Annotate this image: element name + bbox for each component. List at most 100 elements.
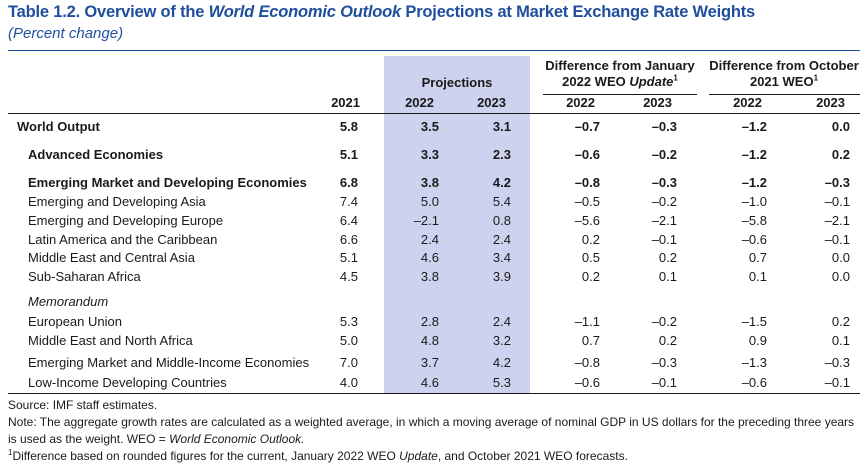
cell: 3.8 [420,269,439,284]
table-notes: Source: IMF staff estimates. Note: The a… [8,397,860,465]
cell: –0.3 [824,175,850,190]
row-label: Emerging and Developing Europe [28,213,224,228]
cell: 5.1 [339,147,358,162]
year-2022-oct: 2022 [733,95,762,110]
table-row: Emerging Market and Middle-Income Econom… [8,354,860,372]
cell: 2.4 [492,314,511,329]
header-rule [8,113,860,114]
cell: 5.3 [339,314,358,329]
cell: 7.0 [339,355,358,370]
cell: 6.8 [339,175,358,190]
year-2023-proj: 2023 [477,95,506,110]
table-row: Sub-Saharan Africa 4.5 3.8 3.9 0.2 0.1 0… [8,268,860,286]
year-2023-jan: 2023 [643,95,672,110]
cell: 6.4 [339,213,358,228]
cell: –0.8 [574,175,600,190]
cell: 4.2 [492,355,511,370]
cell: 0.2 [831,147,850,162]
cell: –2.1 [824,213,850,228]
bottom-rule [8,393,860,394]
weighting-note: Note: The aggregate growth rates are cal… [8,415,855,429]
table-row: Advanced Economies 5.1 3.3 2.3 –0.6 –0.2… [8,146,860,164]
cell: 0.0 [831,269,850,284]
row-label: Emerging Market and Developing Economies [28,175,307,190]
cell: –0.3 [651,175,677,190]
row-label: Low-Income Developing Countries [28,375,227,390]
cell: 2.8 [420,314,439,329]
row-label: European Union [28,314,122,329]
cell: 0.1 [831,333,850,348]
cell: –0.2 [651,314,677,329]
oct-diff-underline [709,94,860,95]
cell: –0.8 [574,355,600,370]
row-label: Latin America and the Caribbean [28,232,218,247]
cell: 2.4 [492,232,511,247]
projections-shade [384,56,530,393]
row-label: Middle East and Central Asia [28,250,195,265]
cell: 4.2 [492,175,511,190]
cell: –0.2 [651,194,677,209]
table-row: Emerging and Developing Asia 7.4 5.0 5.4… [8,193,860,211]
cell: 0.8 [492,213,511,228]
table-row: World Output 5.8 3.5 3.1 –0.7 –0.3 –1.2 … [8,118,860,136]
jan-diff-underline [543,94,697,95]
projections-header: Projections [421,75,493,90]
cell: 6.6 [339,232,358,247]
cell: –1.1 [574,314,600,329]
cell: 2.4 [420,232,439,247]
cell: –5.8 [741,213,767,228]
cell: 0.1 [748,269,767,284]
source-note: Source: IMF staff estimates. [8,398,158,412]
cell: 3.1 [492,119,511,134]
cell: 5.3 [492,375,511,390]
cell: 3.9 [492,269,511,284]
top-rule [8,50,860,51]
cell: 4.6 [420,375,439,390]
weighting-note-cont: is used as the weight. WEO = World Econo… [8,432,305,446]
cell: –1.2 [741,119,767,134]
cell: 3.3 [420,147,439,162]
cell: 5.4 [492,194,511,209]
table-row: Latin America and the Caribbean 6.6 2.4 … [8,231,860,249]
cell: –0.6 [741,375,767,390]
cell: –1.2 [741,147,767,162]
row-label: Emerging Market and Middle-Income Econom… [28,355,310,370]
cell: –0.3 [824,355,850,370]
table-row: Emerging Market and Developing Economies… [8,174,860,192]
cell: –0.3 [651,355,677,370]
cell: 5.1 [339,250,358,265]
cell: 0.2 [658,250,677,265]
cell: –0.1 [824,375,850,390]
table-row: Middle East and North Africa 5.0 4.8 3.2… [8,332,860,350]
cell: 5.0 [339,333,358,348]
row-label: Memorandum [28,294,109,309]
cell: 0.1 [658,269,677,284]
footnote-1: 1Difference based on rounded figures for… [8,448,628,464]
row-label: Advanced Economies [28,147,164,162]
table-row: European Union 5.3 2.8 2.4 –1.1 –0.2 –1.… [8,313,860,331]
cell: 0.7 [748,250,767,265]
cell: –1.2 [741,175,767,190]
cell: –0.5 [574,194,600,209]
cell: –0.6 [574,375,600,390]
cell: –0.7 [574,119,600,134]
cell: –2.1 [651,213,677,228]
year-2022-jan: 2022 [566,95,595,110]
cell: –0.2 [651,147,677,162]
cell: 7.4 [339,194,358,209]
cell: 0.7 [581,333,600,348]
cell: –0.1 [824,232,850,247]
cell: –0.6 [741,232,767,247]
cell: 2.3 [492,147,511,162]
row-label: Emerging and Developing Asia [28,194,206,209]
row-label: Middle East and North Africa [28,333,193,348]
cell: –0.3 [651,119,677,134]
table-title: Table 1.2. Overview of the World Economi… [8,3,756,21]
cell: 4.6 [420,250,439,265]
table-row: Middle East and Central Asia 5.1 4.6 3.4… [8,249,860,267]
cell: 3.4 [492,250,511,265]
oct-diff-header: Difference from October 2021 WEO1 [709,58,859,89]
cell: 0.2 [658,333,677,348]
cell: 0.0 [831,119,850,134]
cell: 3.8 [420,175,439,190]
